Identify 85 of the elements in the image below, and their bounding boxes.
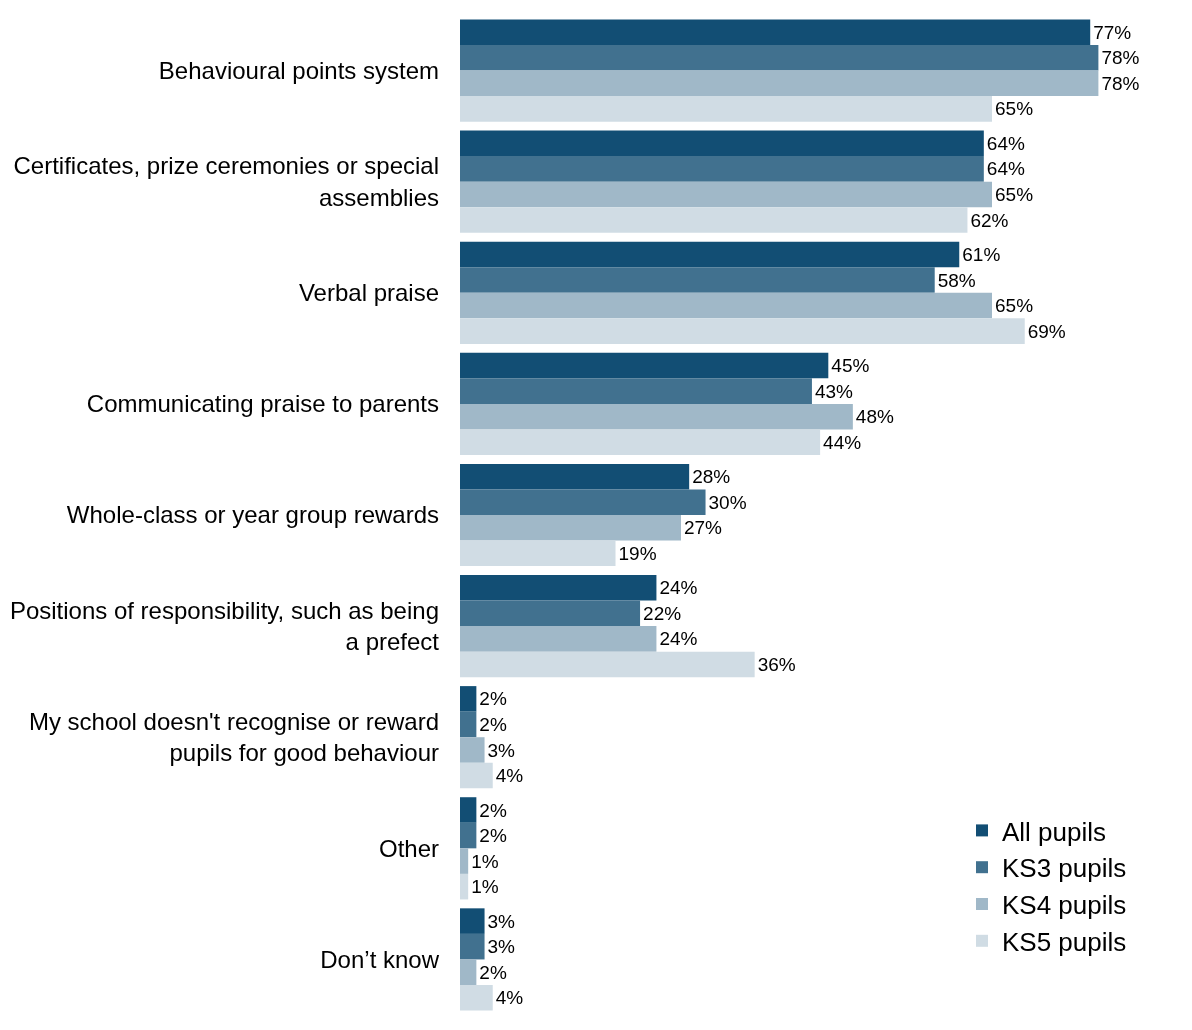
bar xyxy=(460,600,641,627)
data-label: 65% xyxy=(995,183,1034,205)
data-label: 2% xyxy=(479,799,507,821)
data-label: 36% xyxy=(757,653,796,675)
bar xyxy=(460,762,493,789)
data-label: 27% xyxy=(683,517,723,539)
data-label: 4% xyxy=(495,987,524,1009)
y-tick-label: Certificates, prize ceremonies or special assemblies xyxy=(13,152,439,211)
bar xyxy=(460,908,485,934)
data-label: 24% xyxy=(659,577,698,599)
data-label: 61% xyxy=(962,243,1001,265)
legend-label: KS5 pupils xyxy=(1002,926,1127,957)
bar xyxy=(460,207,968,233)
data-label: 64% xyxy=(986,132,1025,154)
data-label: 22% xyxy=(643,602,682,624)
data-label: 77% xyxy=(1093,21,1132,43)
data-label: 58% xyxy=(937,269,976,291)
y-tick-label: My school doesn't recognise or reward pupils for good behaviour xyxy=(28,708,439,767)
bar xyxy=(460,45,1099,71)
y-tick-label: Behavioural points system xyxy=(158,56,439,84)
data-label: 43% xyxy=(814,380,854,402)
y-tick-label: Positions of responsibility, such as being a prefect xyxy=(9,596,440,656)
bar xyxy=(460,575,657,601)
data-label: 3% xyxy=(487,936,516,958)
y-tick-label: Other xyxy=(378,834,439,862)
bar xyxy=(460,70,1099,97)
data-label: 2% xyxy=(479,688,507,710)
legend-label: All pupils xyxy=(1002,816,1107,847)
data-label: 19% xyxy=(618,542,657,564)
bar xyxy=(460,241,960,268)
bar xyxy=(460,318,1025,344)
bar xyxy=(460,352,829,379)
bar xyxy=(460,292,992,319)
y-tick-label: Whole-class or year group rewards xyxy=(66,501,439,529)
bar xyxy=(460,463,690,490)
data-label: 64% xyxy=(986,158,1025,180)
bar xyxy=(460,489,706,515)
data-label: 65% xyxy=(995,98,1034,120)
data-label: 78% xyxy=(1101,72,1140,94)
bar xyxy=(460,540,616,567)
data-label: 65% xyxy=(995,295,1034,317)
data-label: 44% xyxy=(823,431,862,453)
bar xyxy=(460,378,812,404)
y-tick-label: Don’t know xyxy=(320,945,440,973)
bar xyxy=(460,181,992,208)
bar xyxy=(460,626,657,652)
bar xyxy=(460,267,935,293)
data-label: 48% xyxy=(855,406,894,428)
bar xyxy=(460,403,853,430)
bar xyxy=(460,797,477,823)
data-label: 78% xyxy=(1101,47,1140,69)
bar xyxy=(460,873,469,900)
data-label: 3% xyxy=(487,910,516,932)
bar xyxy=(460,19,1091,45)
bar xyxy=(460,737,485,763)
legend-label: KS3 pupils xyxy=(1002,853,1127,884)
bar xyxy=(460,711,477,738)
data-label: 2% xyxy=(479,713,507,735)
bar xyxy=(460,848,469,874)
data-label: 45% xyxy=(831,355,870,377)
bar xyxy=(460,96,992,122)
data-label: 3% xyxy=(487,739,516,761)
data-label: 1% xyxy=(471,850,499,872)
y-tick-label: Verbal praise xyxy=(298,279,439,307)
data-label: 24% xyxy=(659,628,698,650)
bar xyxy=(460,686,477,712)
bar xyxy=(460,429,821,455)
data-label: 1% xyxy=(471,876,499,898)
bar xyxy=(460,959,477,985)
bar xyxy=(460,156,984,182)
data-label: 28% xyxy=(692,466,731,488)
data-label: 4% xyxy=(495,765,524,787)
bar xyxy=(460,130,984,157)
data-label: 2% xyxy=(479,961,507,983)
bar xyxy=(460,651,755,678)
legend-label: KS4 pupils xyxy=(1002,890,1127,921)
bar xyxy=(460,985,493,1011)
bar xyxy=(460,822,477,849)
bar xyxy=(460,933,485,960)
data-label: 62% xyxy=(970,209,1009,231)
data-label: 69% xyxy=(1027,320,1066,342)
data-label: 30% xyxy=(708,491,747,513)
y-tick-label: Communicating praise to parents xyxy=(86,390,439,418)
bar xyxy=(460,515,681,541)
data-label: 2% xyxy=(479,825,507,847)
